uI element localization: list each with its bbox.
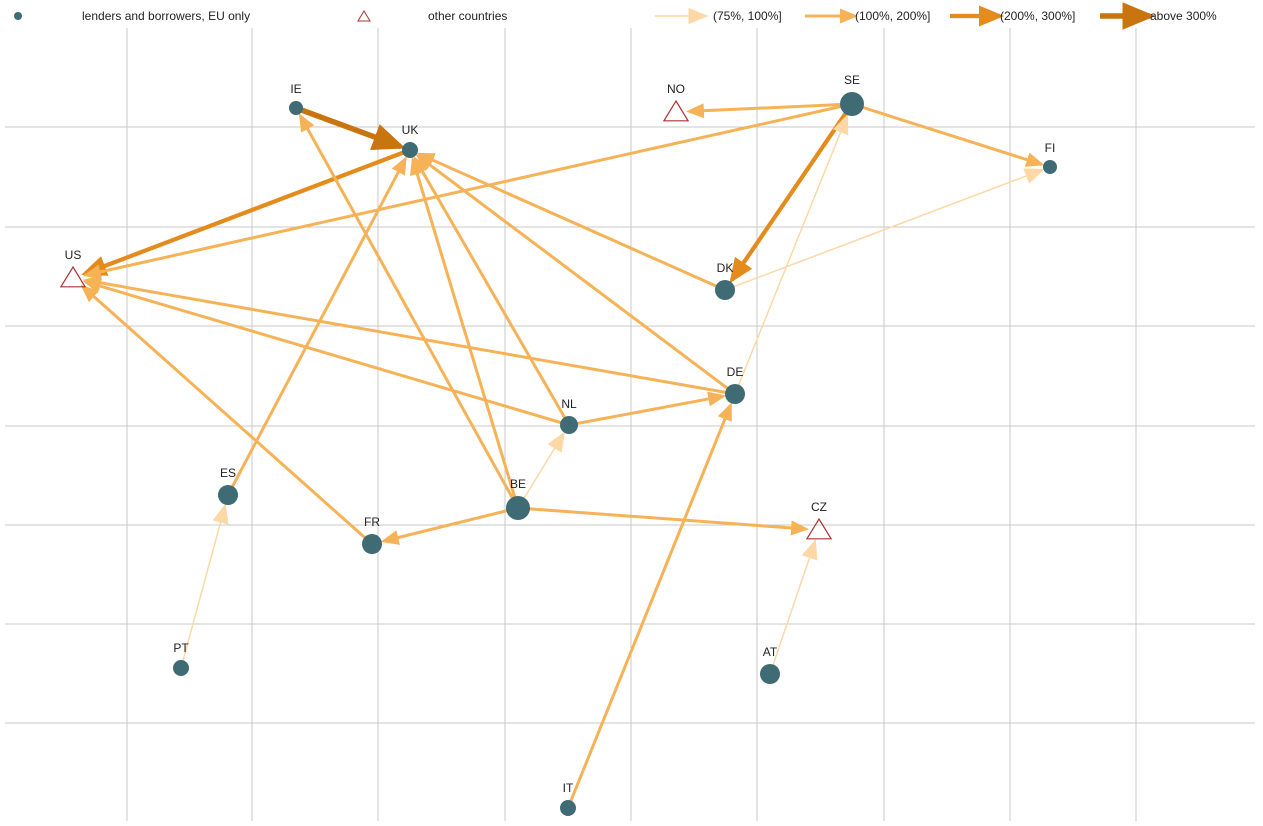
edge-arrow <box>566 402 732 809</box>
legend-band-label: (75%, 100%] <box>713 9 782 23</box>
node-circle <box>760 664 780 684</box>
node-label: AT <box>763 645 778 659</box>
node-circle <box>218 485 238 505</box>
node-circle <box>173 660 189 676</box>
edge-arrow <box>80 284 373 546</box>
node-circle <box>840 92 864 116</box>
legend-eu-marker <box>14 12 22 20</box>
edge-arrow <box>415 154 736 396</box>
edge-arrow <box>298 113 520 509</box>
legend-band-label: above 300% <box>1150 9 1217 23</box>
legend-other-label: other countries <box>428 9 507 23</box>
node-label: FI <box>1045 141 1056 155</box>
edge-arrow <box>851 102 1045 167</box>
node-label: IE <box>290 82 301 96</box>
node-label: NO <box>667 82 685 96</box>
edge-arrow <box>380 506 519 545</box>
node-circle <box>560 416 578 434</box>
node-label: FR <box>364 515 380 529</box>
edge-arrow <box>226 156 407 496</box>
node-label: UK <box>402 123 419 137</box>
edge-arrow <box>82 278 570 427</box>
node-circle <box>560 800 576 816</box>
legend-band-label: (100%, 200%] <box>855 9 930 23</box>
edge-arrow <box>568 391 727 427</box>
edge-arrow <box>81 148 411 276</box>
legend: lenders and borrowers, EU only other cou… <box>14 2 1217 30</box>
edge-arrow <box>410 156 520 509</box>
node-label: DK <box>717 261 734 275</box>
node-circle <box>725 384 745 404</box>
legend-band-label: (200%, 300%] <box>1000 9 1075 23</box>
node-label: BE <box>510 477 526 491</box>
node-circle <box>402 142 418 158</box>
edge-arrow <box>180 503 229 669</box>
node-label: DE <box>727 365 744 379</box>
node-circle <box>1043 160 1057 174</box>
edge-arrow <box>517 506 810 536</box>
edge-arrow <box>413 156 571 426</box>
node-label: US <box>65 248 82 262</box>
edge-arrow <box>769 539 818 675</box>
node-triangle <box>805 517 833 540</box>
node-label: PT <box>173 641 189 655</box>
node-label: IT <box>563 781 574 795</box>
legend-eu-label: lenders and borrowers, EU only <box>82 9 250 23</box>
node-triangle <box>662 99 690 122</box>
edge-arrow <box>734 113 849 395</box>
edges <box>80 102 1045 809</box>
node-triangle <box>59 265 87 288</box>
edge-arrow <box>82 102 853 280</box>
edge-arrow <box>416 152 726 292</box>
node-label: ES <box>220 466 236 480</box>
nodes: IE UK NO SE FI US DK DE NL ES BE FR CZ PT AT IT <box>59 73 1057 816</box>
edge-arrow <box>82 275 736 396</box>
node-label: SE <box>844 73 860 87</box>
grid <box>5 28 1255 821</box>
node-circle <box>289 101 303 115</box>
edge-arrow <box>729 102 854 284</box>
legend-other-marker <box>357 10 371 22</box>
node-circle <box>506 496 530 520</box>
edge-arrow <box>724 168 1045 291</box>
node-label: NL <box>561 397 577 411</box>
edge-arrow <box>685 102 853 119</box>
node-circle <box>715 280 735 300</box>
node-circle <box>362 534 382 554</box>
edge-arrow <box>517 431 565 509</box>
node-label: CZ <box>811 500 827 514</box>
